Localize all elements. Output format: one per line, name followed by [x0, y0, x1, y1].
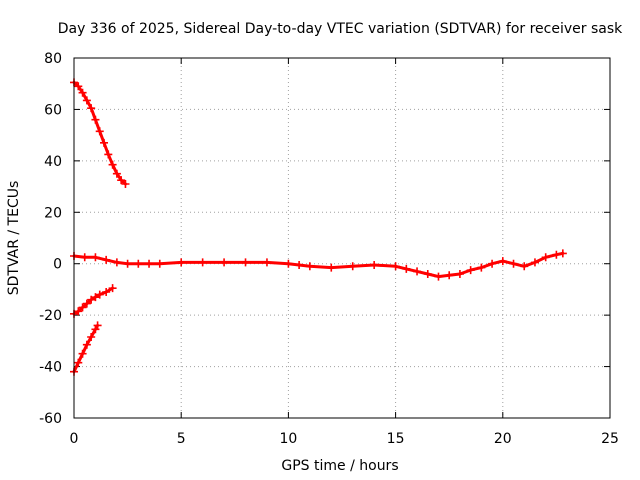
y-tick-label: -20 [39, 308, 62, 324]
x-tick-label: 0 [70, 431, 79, 447]
data-point [455, 270, 464, 278]
tick-labels: 0 5 10 15 20 25 -60 -40 -20 0 20 40 60 80 [39, 51, 619, 447]
data-point [177, 258, 186, 267]
data-point [100, 138, 109, 147]
data-point [434, 272, 443, 281]
data-point [102, 288, 111, 296]
y-axis-label: SDTVAR / TECUs [6, 181, 22, 296]
data-point [445, 271, 454, 280]
x-axis-label: GPS time / hours [281, 458, 398, 474]
data-point [93, 321, 102, 330]
data-point [370, 261, 379, 269]
plot-frame [73, 57, 611, 419]
data-point [466, 266, 475, 275]
data-point [509, 259, 518, 268]
data-point [108, 284, 117, 293]
data-point [488, 259, 497, 268]
data-point [74, 307, 83, 316]
x-tick-label: 15 [387, 431, 405, 447]
x-tick-label: 20 [494, 431, 512, 447]
data-point [134, 259, 143, 268]
y-tick-label: 80 [44, 51, 62, 67]
data-point [155, 259, 164, 268]
data-point [530, 258, 539, 267]
x-tick-label: 5 [177, 431, 186, 447]
data-point [262, 258, 271, 267]
data-point [74, 82, 83, 91]
data-point [121, 180, 130, 188]
data-point [80, 253, 89, 262]
series-ascending-arc-negative-40 [70, 321, 102, 376]
x-tick-label: 10 [279, 431, 297, 447]
axis-ticks [73, 57, 611, 419]
data-point [108, 160, 117, 169]
data-point [402, 264, 411, 273]
data-point [391, 262, 400, 271]
data-point [220, 258, 229, 267]
data-point [87, 295, 96, 304]
chart-title: Day 336 of 2025, Sidereal Day-to-day VTE… [58, 21, 623, 37]
data-series [70, 78, 567, 376]
data-point [477, 263, 486, 272]
data-point [284, 259, 293, 268]
data-point [74, 358, 83, 367]
y-tick-label: -40 [39, 360, 62, 376]
data-point [423, 270, 432, 278]
data-point [91, 253, 100, 262]
data-point [91, 115, 100, 124]
y-tick-label: 40 [44, 154, 62, 170]
series-ascending-arc-negative-20 [70, 284, 117, 318]
data-point [498, 257, 507, 266]
y-tick-label: 60 [44, 102, 62, 118]
data-point [102, 255, 111, 264]
data-point [87, 333, 96, 341]
data-point [558, 249, 567, 258]
data-point [520, 262, 529, 271]
data-point [104, 150, 113, 159]
data-point [78, 349, 87, 358]
data-point [82, 340, 91, 349]
y-tick-label: 0 [53, 257, 62, 273]
y-tick-label: 20 [44, 205, 62, 221]
data-point [348, 262, 357, 271]
data-point [78, 303, 87, 312]
data-point [305, 262, 314, 271]
y-tick-label: -60 [39, 411, 62, 427]
data-point [295, 261, 304, 269]
data-point [95, 290, 104, 299]
series-main-trace [70, 249, 567, 281]
data-point [82, 299, 91, 308]
series-descending-arc-positive [70, 78, 130, 188]
data-point [327, 263, 336, 272]
data-point [95, 127, 104, 136]
data-point [91, 293, 100, 302]
data-point [117, 176, 126, 185]
data-point [552, 250, 561, 259]
data-point [145, 259, 154, 268]
data-point [78, 88, 87, 97]
data-point [123, 259, 132, 268]
data-point [87, 104, 96, 113]
data-point [241, 258, 250, 267]
data-point [112, 169, 121, 178]
data-point [541, 253, 550, 262]
series-line [72, 251, 565, 279]
data-point [413, 267, 422, 276]
grid [74, 58, 610, 418]
data-point [82, 96, 91, 105]
x-tick-label: 25 [601, 431, 619, 447]
data-point [198, 258, 207, 267]
data-point [112, 258, 121, 267]
